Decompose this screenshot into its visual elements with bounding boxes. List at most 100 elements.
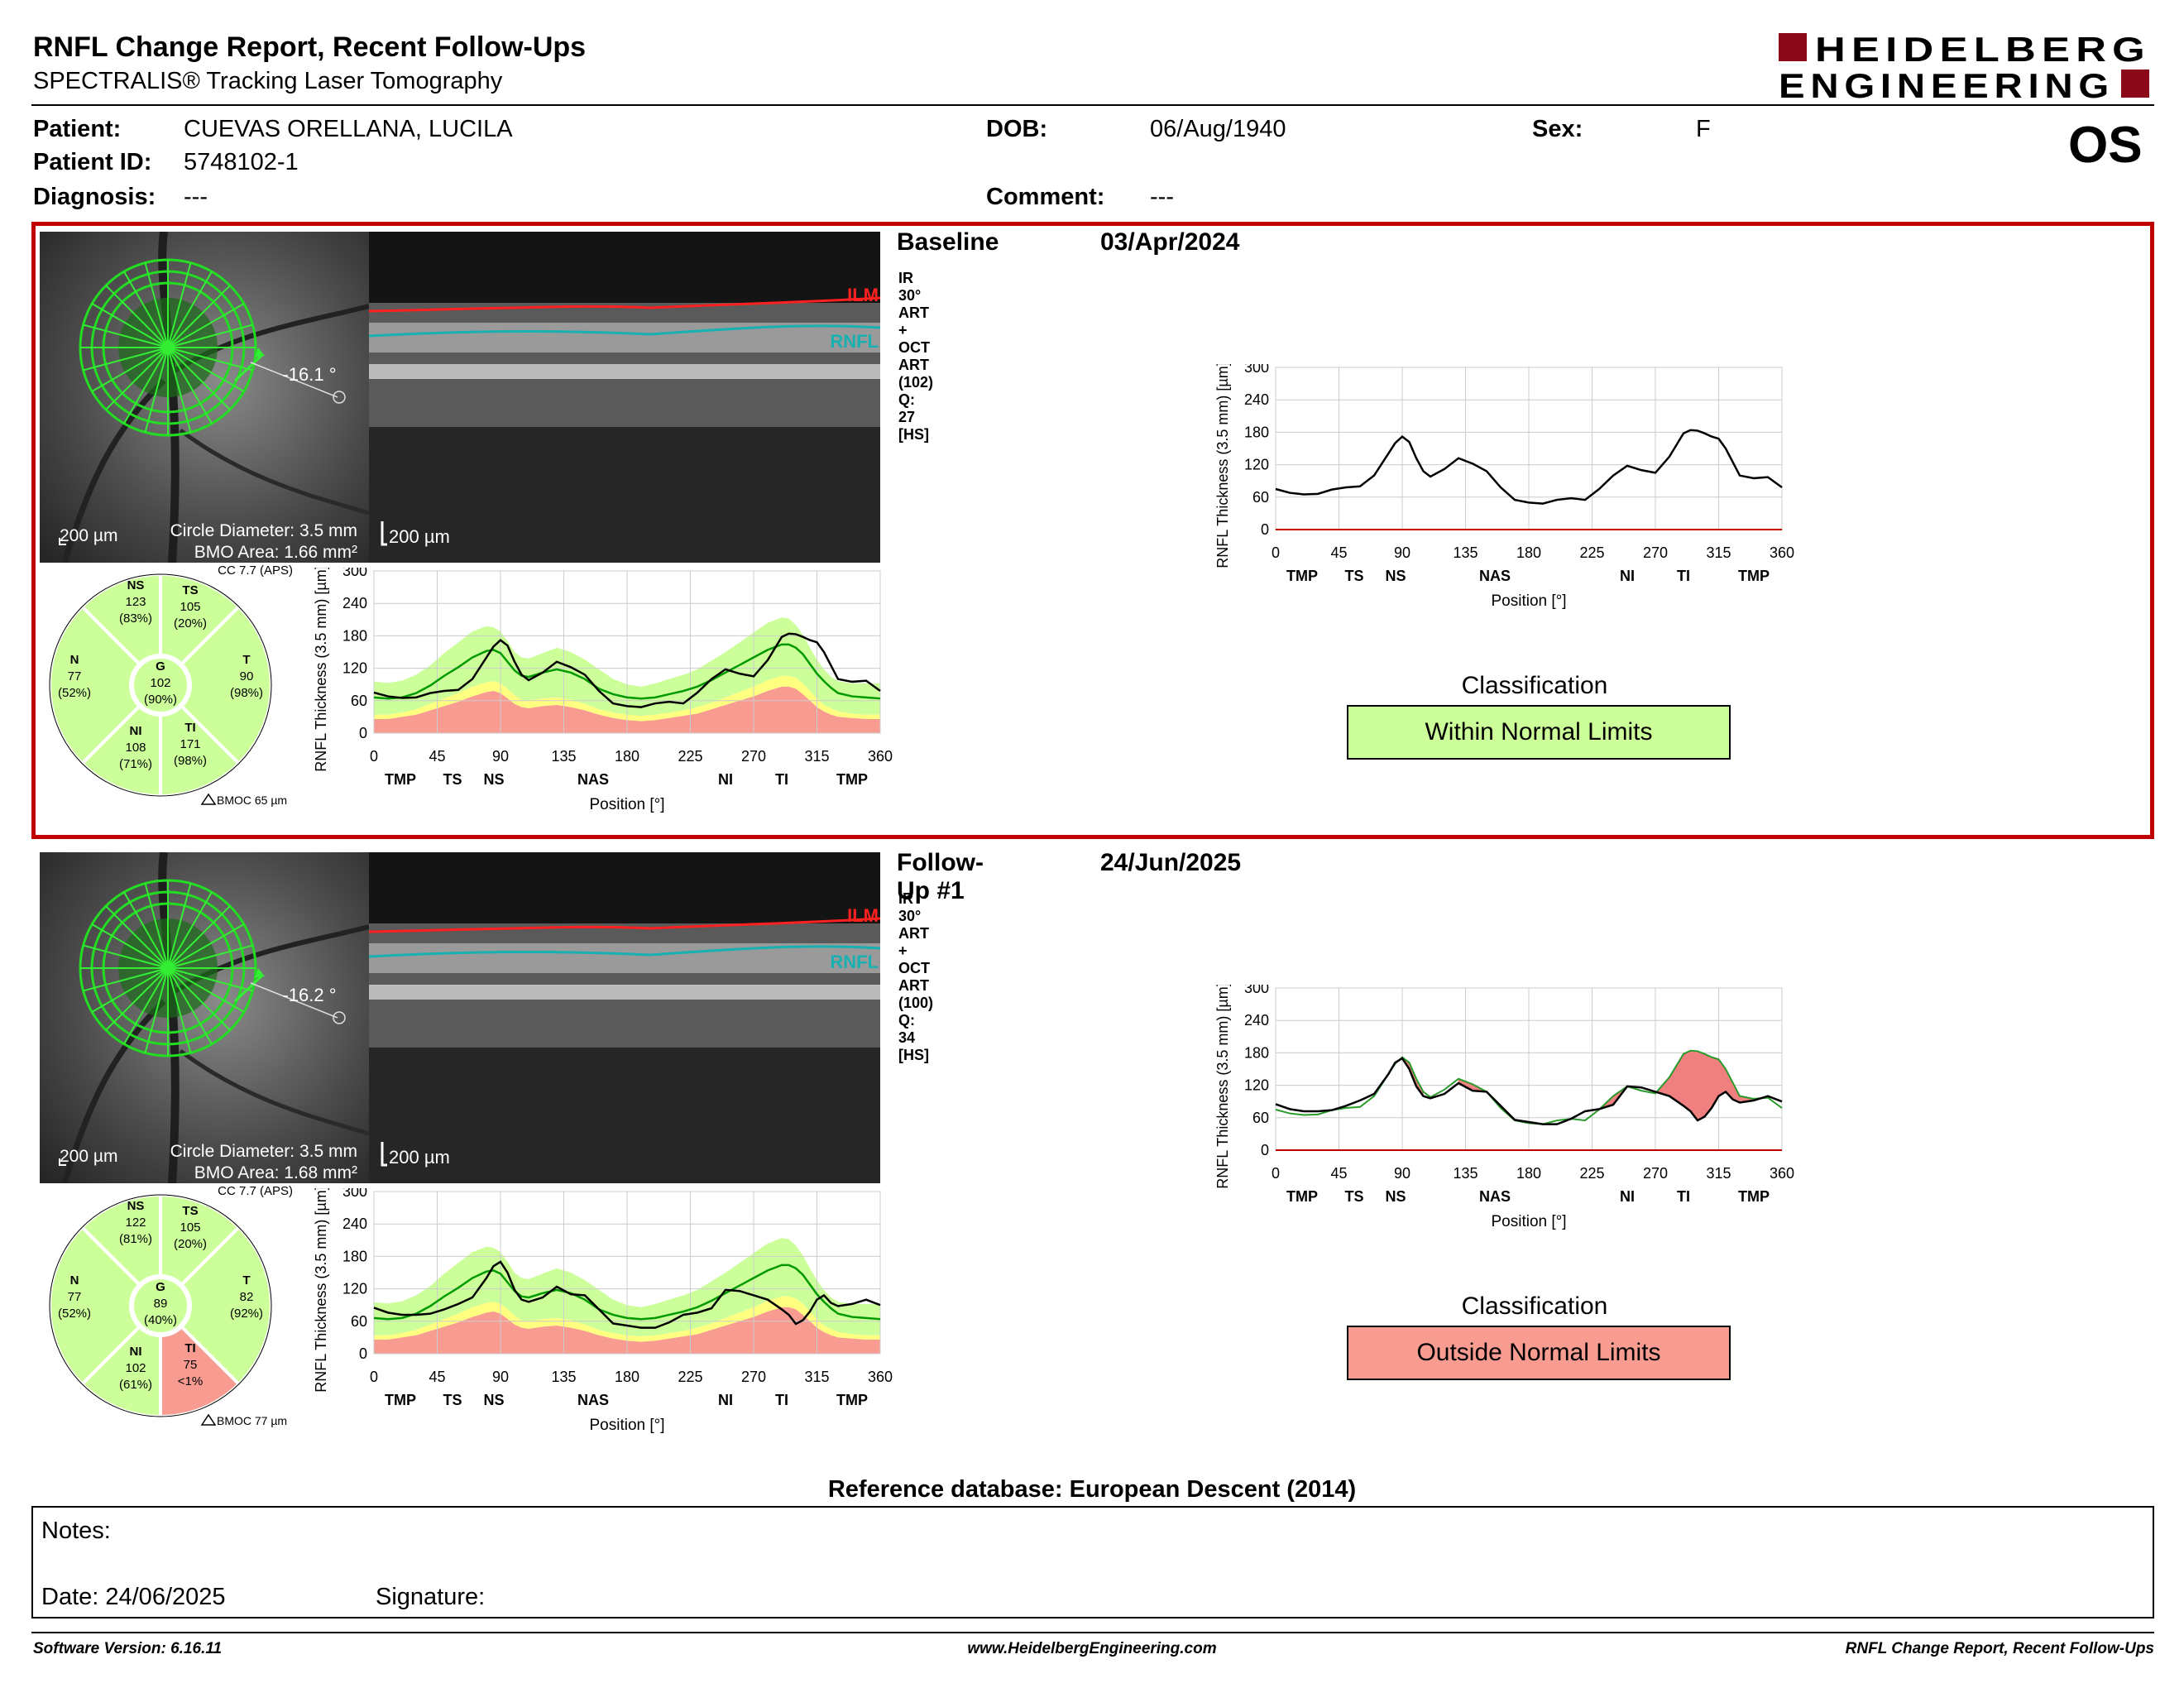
sector-ts-value: 105	[180, 1220, 200, 1235]
comment-value: ---	[1150, 184, 1174, 210]
scan-spoke	[167, 967, 192, 1053]
scan-spoke	[167, 967, 253, 992]
x-tick-label: 225	[678, 748, 702, 765]
sector-g-value: 102	[150, 676, 170, 690]
tsnit-change-chart: 0 45 90 135 180 225 270 315 360 0 60 120 180 240 300 TM…	[1200, 980, 1812, 1237]
sector-axis-label: TMP	[1738, 568, 1770, 584]
sector-t-value: 90	[240, 669, 254, 683]
notes-box[interactable]: Notes: Date: 24/06/2025 Signature:	[31, 1506, 2154, 1618]
sector-axis-label: NS	[483, 771, 504, 788]
fundus-angle: -16.1 °	[282, 364, 336, 385]
sector-g-label: G	[156, 659, 165, 674]
y-tick-label: 0	[359, 1345, 367, 1362]
scan-spoke	[167, 271, 213, 348]
sector-ns-label: NS	[127, 1199, 145, 1213]
fundus-scale: 200 µm	[60, 1147, 117, 1166]
heidelberg-logo: HEIDELBERG ENGINEERING	[1779, 30, 2153, 105]
scan-spoke	[167, 967, 231, 1031]
normative-mean-line	[373, 1264, 881, 1321]
scan-spoke	[105, 285, 169, 348]
sector-g-value: 89	[154, 1297, 168, 1311]
x-tick-label: 90	[492, 748, 509, 765]
scan-spoke	[91, 303, 169, 348]
scan-direction-arrow	[233, 973, 265, 1003]
sector-ns-value: 122	[125, 1216, 146, 1230]
scan-spoke	[144, 347, 169, 433]
sector-axis-label: TMP	[836, 1392, 868, 1408]
scan-direction-arrowhead	[255, 348, 265, 357]
sector-n-value: 77	[68, 1290, 82, 1304]
sector-ti-value: 171	[180, 737, 200, 751]
scan-direction-arrowhead	[255, 968, 265, 978]
x-tick-label: 360	[1770, 544, 1794, 561]
sector-g-percentile: (90%)	[144, 693, 177, 707]
fundus-image: -16.1 ° 200 µm Circle Diameter: 3.5 mm B…	[40, 232, 369, 563]
sector-axis-label: TI	[775, 771, 788, 788]
sector-axis-label: NI	[718, 1392, 733, 1408]
y-tick-label: 60	[351, 693, 367, 709]
scan-spoke	[167, 347, 231, 410]
scan-spoke	[167, 303, 245, 348]
date-label: Date: 24/06/2025	[41, 1584, 226, 1610]
y-tick-label: 120	[1244, 1077, 1269, 1094]
x-tick-label: 360	[868, 748, 893, 765]
sector-t-value: 82	[240, 1290, 254, 1304]
scan-direction-arrow	[233, 352, 265, 382]
classification-title: Classification	[1461, 1292, 1608, 1320]
baseline-thickness-line	[1275, 429, 1783, 505]
x-tick-label: 225	[678, 1369, 702, 1385]
sector-ns-label: NS	[127, 578, 145, 592]
sector-axis-label: TI	[1677, 1188, 1690, 1205]
y-tick-label: 300	[342, 568, 367, 579]
x-tick-label: 0	[1272, 1165, 1280, 1182]
sector-ts-percentile: (20%)	[174, 616, 207, 631]
sector-axis-label: TS	[1344, 1188, 1363, 1205]
sector-axis-label: NI	[1620, 1188, 1635, 1205]
y-tick-label: 0	[1261, 1142, 1269, 1158]
y-tick-label: 240	[342, 1216, 367, 1232]
sector-ti-percentile: <1%	[178, 1374, 203, 1388]
scan-spoke	[123, 271, 169, 348]
scan-spoke	[83, 347, 169, 372]
y-tick-label: 0	[1261, 521, 1269, 538]
y-tick-label: 300	[1244, 985, 1269, 996]
x-tick-label: 0	[370, 748, 378, 765]
sector-axis-label: TS	[443, 1392, 462, 1408]
scan-spoke	[91, 923, 169, 969]
bmoc-label: BMOC 77 µm	[217, 1414, 287, 1427]
website-link[interactable]: www.HeidelbergEngineering.com	[967, 1640, 1217, 1657]
scan-spoke	[167, 324, 253, 348]
patient-id: 5748102-1	[184, 149, 299, 175]
dob-label: DOB:	[986, 116, 1048, 142]
logo-line1: HEIDELBERG	[1815, 31, 2151, 69]
bmoc-triangle-icon	[200, 1413, 217, 1426]
scan-spoke	[91, 347, 169, 392]
scan-spoke	[167, 347, 253, 372]
y-tick-label: 300	[342, 1188, 367, 1200]
x-tick-label: 45	[1330, 544, 1347, 561]
x-tick-label: 180	[615, 1369, 639, 1385]
acquisition-info: IR 30° ART + OCT ART (100) Q: 34 [HS]	[898, 890, 934, 1063]
sector-ts-value: 105	[180, 600, 200, 614]
comment-label: Comment:	[986, 184, 1105, 210]
y-tick-label: 60	[1252, 1110, 1269, 1126]
cc-label: CC 7.7 (APS)	[218, 563, 293, 578]
x-axis-title: Position [°]	[589, 1417, 664, 1434]
x-tick-label: 315	[804, 1369, 829, 1385]
x-tick-label: 135	[551, 748, 576, 765]
scan-spoke	[83, 944, 169, 969]
scan-spoke	[123, 347, 169, 424]
ilm-line	[369, 917, 880, 933]
sector-ni-value: 102	[125, 1361, 146, 1375]
rnfl-line	[369, 945, 880, 958]
scan-spoke	[167, 944, 253, 969]
x-tick-label: 180	[1516, 544, 1541, 561]
x-axis-title: Position [°]	[1491, 1213, 1566, 1230]
x-tick-label: 45	[429, 1369, 445, 1385]
tsnit-normative-chart: 0 45 90 135 180 225 270 315 360 0 60 120 180 240 300 TM…	[298, 1183, 893, 1449]
sector-ns-percentile: (81%)	[119, 1232, 152, 1246]
x-tick-label: 315	[1706, 1165, 1731, 1182]
thinning-area	[1683, 1050, 1691, 1112]
x-tick-label: 45	[1330, 1165, 1347, 1182]
scan-spoke	[144, 967, 169, 1053]
